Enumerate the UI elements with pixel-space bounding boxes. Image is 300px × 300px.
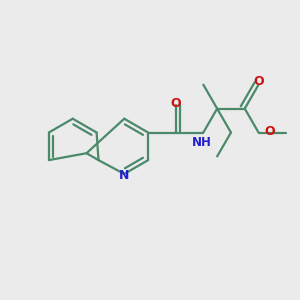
Text: O: O: [170, 97, 181, 110]
Text: O: O: [253, 75, 264, 88]
Text: NH: NH: [192, 136, 212, 149]
Text: N: N: [119, 169, 129, 182]
Text: O: O: [264, 125, 275, 138]
